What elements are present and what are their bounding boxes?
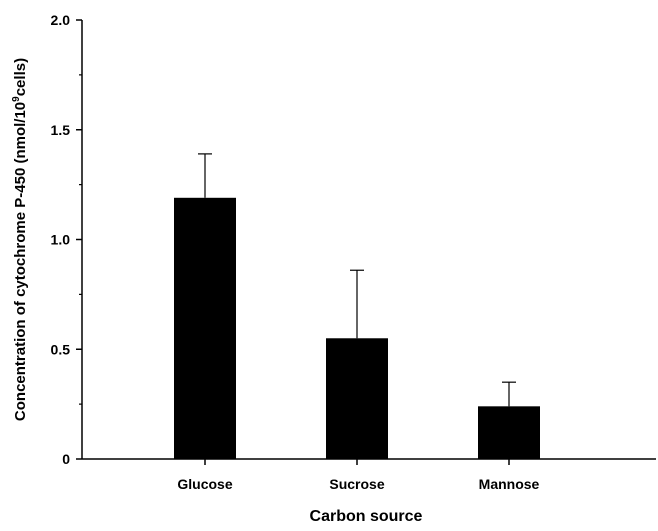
bar-sucrose xyxy=(326,338,388,459)
bars-layer xyxy=(174,197,540,460)
y-axis-title-prefix: Concentration of cytochrome P-450 (nmol/… xyxy=(12,102,29,421)
y-axis-title: Concentration of cytochrome P-450 (nmol/… xyxy=(11,58,29,421)
bar-glucose xyxy=(174,197,236,460)
y-axis-title-superscript: 9 xyxy=(11,96,22,102)
x-category-labels: Glucose Sucrose Mannose xyxy=(177,459,540,492)
x-category-label: Mannose xyxy=(479,476,540,492)
y-tick-label: 0 xyxy=(62,451,70,467)
x-category-label: Sucrose xyxy=(329,476,384,492)
y-ticks-layer: 0 0.5 1.0 1.5 2.0 xyxy=(51,12,82,467)
y-tick-label: 1.0 xyxy=(51,232,71,248)
y-tick-label: 0.5 xyxy=(51,341,71,357)
y-tick-label: 1.5 xyxy=(51,122,71,138)
y-axis-title-suffix: cells) xyxy=(12,58,29,96)
error-bars-layer xyxy=(198,153,516,407)
x-axis-title: Carbon source xyxy=(310,508,423,525)
y-tick-label: 2.0 xyxy=(51,12,71,28)
bar-mannose xyxy=(478,406,540,459)
x-category-label: Glucose xyxy=(177,476,232,492)
